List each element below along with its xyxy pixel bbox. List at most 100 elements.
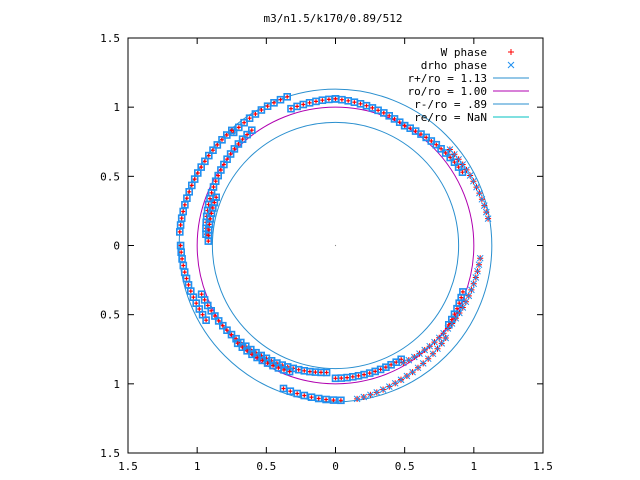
w-plus-marker [296,367,301,372]
drho-square-marker [285,367,294,376]
w-plus-marker [209,308,214,313]
w-plus-marker [338,398,343,403]
phase-point [248,126,256,134]
phase-point [176,241,185,250]
phase-point [205,151,213,160]
w-plus-marker [178,243,183,248]
phase-point [223,131,231,139]
w-plus-marker [364,103,369,108]
phase-point [338,95,346,104]
drho-square-marker [219,321,227,330]
w-plus-marker [184,196,189,201]
w-plus-marker [209,211,214,216]
w-plus-marker [211,148,215,153]
w-plus-marker [278,97,283,102]
circle-line [196,106,475,385]
w-plus-marker [331,398,336,403]
phase-point [451,150,458,158]
drho-square-marker [251,110,260,118]
drho-square-marker [202,316,210,325]
phase-point [238,135,247,143]
phase-point [344,97,353,105]
phase-point [478,195,486,203]
w-plus-marker [419,132,423,137]
drho-cross-marker [476,189,483,197]
w-plus-marker [187,189,192,194]
w-plus-marker [346,98,351,103]
drho-cross-marker [399,359,407,367]
phase-point [482,208,490,216]
w-plus-marker [316,396,321,401]
phase-point [391,379,399,387]
w-plus-marker [289,106,293,111]
w-plus-marker [209,190,214,195]
drho-cross-marker [463,166,470,174]
drho-cross-marker [452,314,460,322]
drho-square-marker [214,317,223,325]
drho-square-marker [307,393,316,402]
w-plus-marker [197,307,202,311]
phase-point [234,140,243,148]
phase-point [329,396,338,404]
w-plus-marker [245,132,250,137]
drho-square-marker [176,228,184,236]
w-plus-marker [439,146,444,151]
phase-point [204,237,213,245]
w-plus-marker [376,108,381,113]
drho-square-marker [213,141,222,149]
drho-cross-marker [476,254,484,262]
w-plus-marker [285,94,290,99]
phase-point [235,123,243,132]
w-plus-marker [212,314,217,318]
drho-cross-marker [478,195,486,203]
drho-square-marker [205,151,213,160]
w-plus-marker [180,256,185,261]
phase-point [228,126,236,135]
w-plus-marker [319,370,323,375]
w-plus-marker [265,361,270,366]
phase-point [475,261,483,269]
phase-point [283,93,292,101]
drho-square-marker [204,237,213,245]
phase-point [426,342,434,350]
w-plus-marker [221,162,226,167]
y-tick-label: 1 [113,101,120,114]
phase-point [405,356,413,364]
phase-point [350,98,359,106]
phase-point [480,202,488,209]
drho-square-marker [300,391,309,400]
phase-point [189,293,198,302]
phase-point [462,298,470,306]
phase-point [459,304,467,311]
drho-square-marker [177,214,186,222]
w-plus-marker [333,376,338,381]
legend-label: ro/ro = 1.00 [408,85,487,98]
w-plus-marker [204,318,209,323]
w-plus-marker [443,151,448,155]
y-tick-label: 1.5 [100,447,120,460]
legend-label: drho phase [421,59,487,72]
w-plus-marker [276,365,281,370]
drho-cross-marker [405,356,413,364]
drho-cross-marker [391,379,399,387]
w-plus-marker [206,233,211,238]
phase-point [305,99,314,107]
drho-square-marker [437,145,445,153]
phase-point [432,140,441,149]
phase-point [438,340,446,347]
w-plus-marker [220,137,224,142]
w-plus-marker [295,391,300,396]
w-plus-marker [381,110,386,115]
drho-cross-marker [385,383,393,390]
drho-cross-marker [455,155,462,163]
w-plus-marker [457,301,462,306]
phase-point [176,221,185,229]
legend-plus [508,49,514,55]
phase-point [233,339,242,348]
y-tick-label: 1 [113,378,120,391]
drho-square-marker [227,330,236,339]
phase-point [176,228,184,236]
w-plus-marker [208,216,213,221]
w-plus-marker [362,372,367,377]
drho-square-marker [235,123,243,132]
